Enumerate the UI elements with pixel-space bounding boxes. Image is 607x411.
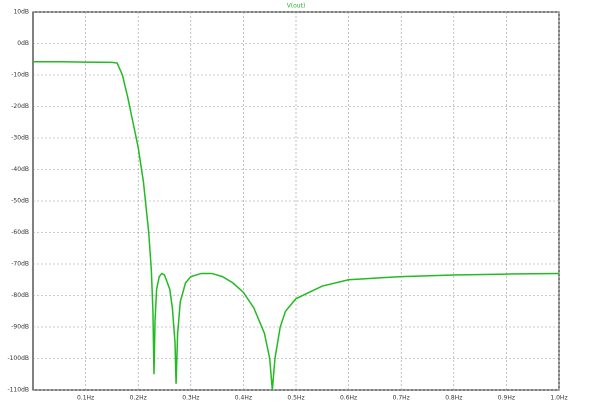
y-tick-label: -70dB: [11, 261, 29, 268]
x-tick-label: 0.6Hz: [340, 395, 357, 402]
y-tick-label: -30dB: [11, 135, 29, 142]
legend-label: V(out): [287, 3, 306, 10]
x-tick-label: 0.9Hz: [498, 395, 515, 402]
y-tick-label: -90dB: [11, 324, 29, 331]
x-tick-label: 0.5Hz: [287, 395, 304, 402]
y-tick-label: -20dB: [11, 103, 29, 110]
y-tick-label: -50dB: [11, 198, 29, 205]
x-tick-label: 0.8Hz: [445, 395, 462, 402]
y-tick-label: 0dB: [17, 40, 29, 47]
y-tick-label: -40dB: [11, 166, 29, 173]
y-tick-label: -80dB: [11, 292, 29, 299]
y-tick-label: -110dB: [7, 387, 29, 394]
y-tick-label: -60dB: [11, 229, 29, 236]
y-tick-label: -10dB: [11, 72, 29, 79]
x-tick-label: 0.1Hz: [77, 395, 94, 402]
line: [33, 61, 560, 391]
x-tick-label: 0.2Hz: [130, 395, 147, 402]
x-tick-label: 1.0Hz: [550, 395, 567, 402]
x-tick-label: 0.3Hz: [182, 395, 199, 402]
y-tick-label: -100dB: [7, 355, 29, 362]
x-tick-label: 0.4Hz: [235, 395, 252, 402]
y-tick-label: 10dB: [13, 9, 29, 16]
x-tick-label: 0.7Hz: [393, 395, 410, 402]
